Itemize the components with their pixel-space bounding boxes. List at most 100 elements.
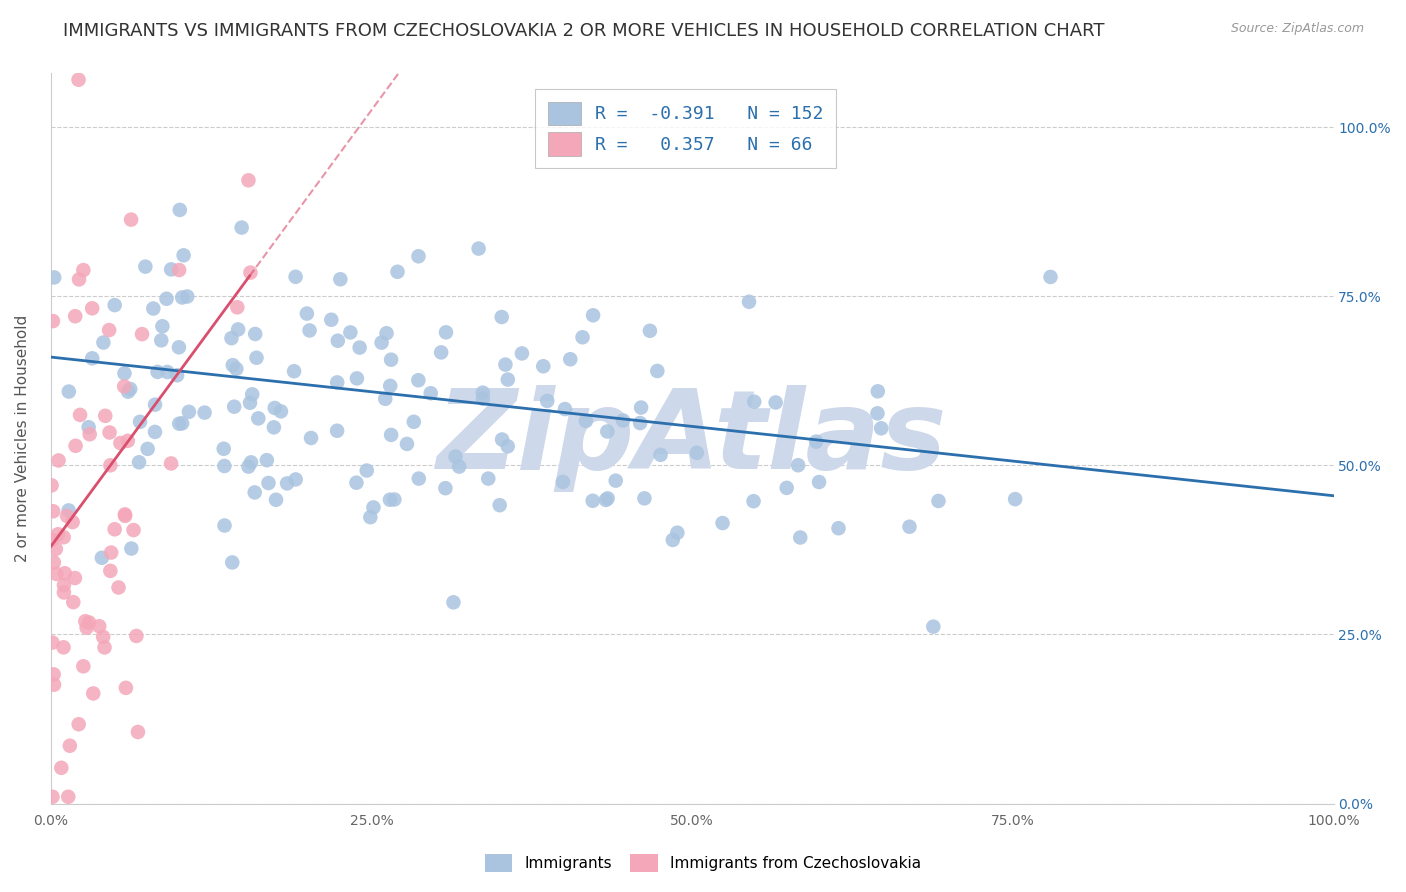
Point — [491, 310, 513, 324]
Point — [240, 387, 263, 401]
Point — [443, 595, 465, 609]
Point — [222, 358, 245, 372]
Point — [243, 485, 266, 500]
Point — [91, 630, 114, 644]
Point — [247, 411, 270, 425]
Point — [256, 453, 278, 467]
Point — [245, 326, 267, 341]
Point — [434, 481, 457, 495]
Point — [628, 416, 651, 430]
Point — [491, 433, 513, 447]
Point — [67, 72, 90, 87]
Point — [467, 242, 489, 256]
Point — [63, 310, 86, 324]
Point — [173, 248, 195, 262]
Point — [238, 459, 260, 474]
Point — [98, 425, 121, 440]
Point — [430, 345, 453, 359]
Point — [125, 629, 148, 643]
Point — [284, 472, 307, 486]
Point — [738, 294, 761, 309]
Point — [42, 314, 65, 328]
Point — [374, 392, 396, 406]
Point — [112, 379, 135, 393]
Text: IMMIGRANTS VS IMMIGRANTS FROM CZECHOSLOVAKIA 2 OR MORE VEHICLES IN HOUSEHOLD COR: IMMIGRANTS VS IMMIGRANTS FROM CZECHOSLOV… — [63, 22, 1105, 40]
Point — [321, 312, 343, 326]
Text: Source: ZipAtlas.com: Source: ZipAtlas.com — [1230, 22, 1364, 36]
Point — [346, 371, 368, 385]
Point — [94, 409, 117, 423]
Point — [72, 263, 94, 277]
Point — [48, 453, 70, 467]
Point — [114, 367, 136, 381]
Point — [804, 434, 827, 449]
Point — [69, 408, 91, 422]
Point — [150, 334, 173, 348]
Point — [326, 334, 349, 348]
Point — [107, 581, 129, 595]
Point — [160, 457, 183, 471]
Y-axis label: 2 or more Vehicles in Household: 2 or more Vehicles in Household — [15, 315, 30, 562]
Point — [129, 415, 152, 429]
Point — [172, 290, 194, 304]
Point — [214, 458, 236, 473]
Point — [131, 327, 153, 342]
Point — [510, 346, 533, 360]
Point — [143, 398, 166, 412]
Point — [41, 533, 63, 547]
Point — [346, 475, 368, 490]
Point — [42, 667, 65, 681]
Point — [662, 533, 685, 547]
Point — [67, 272, 90, 286]
Point — [98, 323, 121, 337]
Point — [51, 761, 73, 775]
Point — [239, 266, 262, 280]
Point — [488, 498, 510, 512]
Point — [93, 640, 115, 655]
Point — [378, 492, 401, 507]
Point — [582, 493, 605, 508]
Point — [114, 508, 136, 523]
Point — [1039, 270, 1062, 285]
Point — [380, 379, 402, 393]
Point — [575, 414, 598, 428]
Point — [117, 434, 139, 448]
Point — [494, 358, 516, 372]
Point — [41, 789, 63, 804]
Point — [42, 556, 65, 570]
Point — [765, 395, 787, 409]
Point — [63, 571, 86, 585]
Point — [496, 373, 519, 387]
Point — [62, 595, 84, 609]
Point — [402, 415, 425, 429]
Point — [496, 439, 519, 453]
Point — [110, 436, 132, 450]
Point — [194, 406, 217, 420]
Point — [136, 442, 159, 456]
Point — [789, 531, 811, 545]
Point — [647, 364, 669, 378]
Text: ZipAtlas: ZipAtlas — [437, 384, 948, 491]
Point — [167, 340, 190, 354]
Point — [224, 400, 246, 414]
Point — [742, 394, 765, 409]
Point — [742, 494, 765, 508]
Point — [264, 492, 287, 507]
Point — [370, 335, 392, 350]
Point — [156, 365, 179, 379]
Point — [166, 368, 188, 383]
Point — [922, 620, 945, 634]
Point — [408, 249, 430, 263]
Point — [326, 424, 349, 438]
Point — [65, 439, 87, 453]
Point — [75, 614, 97, 628]
Point — [231, 220, 253, 235]
Point — [536, 393, 558, 408]
Point — [67, 717, 90, 731]
Point — [77, 420, 100, 434]
Point — [59, 739, 82, 753]
Point — [927, 494, 949, 508]
Point — [380, 428, 402, 442]
Point — [787, 458, 810, 473]
Point — [98, 564, 121, 578]
